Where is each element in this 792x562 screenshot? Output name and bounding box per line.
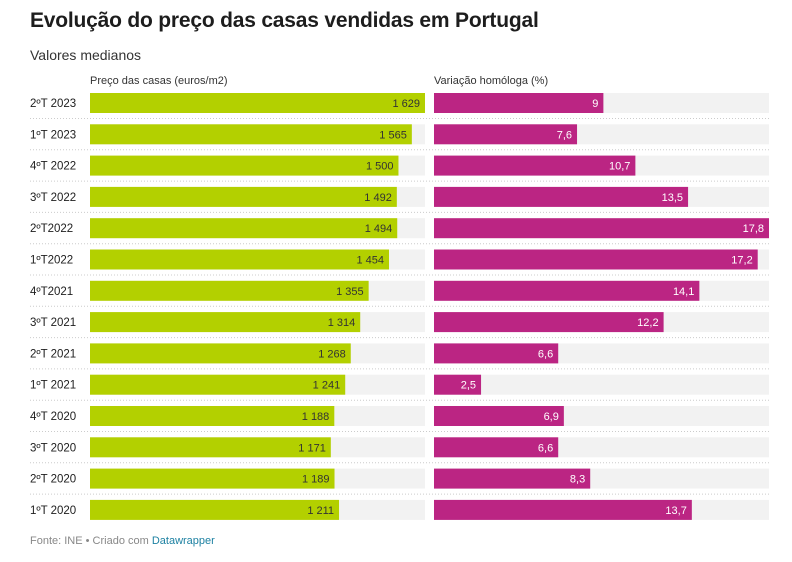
category-label: 3ºT 2021 bbox=[30, 317, 76, 329]
variation-value-label: 14,1 bbox=[673, 286, 694, 298]
variation-value-label: 2,5 bbox=[461, 380, 476, 392]
variation-value-label: 13,5 bbox=[662, 192, 683, 204]
chart-row: 3ºT 2022 1 492 13,5 bbox=[30, 186, 770, 213]
category-label: 1ºT2022 bbox=[30, 255, 73, 267]
variation-bar bbox=[434, 93, 604, 113]
category-label: 1ºT 2021 bbox=[30, 380, 76, 392]
price-value-label: 1 171 bbox=[298, 442, 326, 454]
variation-value-label: 10,7 bbox=[609, 161, 630, 173]
variation-value-label: 6,9 bbox=[544, 411, 559, 423]
price-bar bbox=[90, 374, 346, 395]
variation-bar bbox=[434, 249, 758, 270]
variation-bar bbox=[434, 468, 591, 489]
chart-row: 4ºT 2020 1 188 6,9 bbox=[30, 406, 770, 432]
price-bar bbox=[90, 249, 390, 270]
variation-series-header: Variação homóloga (%) bbox=[434, 75, 548, 87]
category-label: 2ºT 2023 bbox=[30, 98, 76, 110]
price-bar bbox=[90, 312, 361, 333]
chart-row: 2ºT 2023 1 629 9 bbox=[30, 93, 770, 119]
price-series-header: Preço das casas (euros/m2) bbox=[90, 75, 228, 87]
chart-row: 1ºT2022 1 454 17,2 bbox=[30, 249, 770, 276]
category-label: 1ºT 2020 bbox=[30, 505, 76, 517]
variation-bar bbox=[434, 186, 689, 207]
price-value-label: 1 355 bbox=[336, 286, 364, 298]
category-label: 4ºT 2022 bbox=[30, 161, 76, 173]
category-label: 2ºT 2020 bbox=[30, 474, 76, 486]
source-note: Fonte: INE • Criado com bbox=[30, 535, 152, 547]
chart-row: 2ºT2022 1 494 17,8 bbox=[30, 218, 770, 245]
chart-row: 3ºT 2020 1 171 6,6 bbox=[30, 437, 770, 464]
variation-bar bbox=[434, 406, 564, 426]
price-bar bbox=[90, 186, 397, 207]
price-bar bbox=[90, 155, 399, 176]
price-value-label: 1 188 bbox=[302, 411, 330, 423]
price-value-label: 1 189 bbox=[302, 474, 330, 486]
category-label: 1ºT 2023 bbox=[30, 129, 76, 141]
price-bar bbox=[90, 437, 331, 458]
chart-row: 3ºT 2021 1 314 12,2 bbox=[30, 312, 770, 339]
category-label: 4ºT 2020 bbox=[30, 411, 76, 423]
chart-footer: Fonte: INE • Criado com Datawrapper bbox=[30, 535, 215, 547]
price-value-label: 1 454 bbox=[356, 255, 384, 267]
chart-row: 1ºT 2021 1 241 2,5 bbox=[30, 374, 770, 401]
chart-row: 4ºT 2022 1 500 10,7 bbox=[30, 155, 770, 182]
price-bar bbox=[90, 499, 340, 520]
chart-row: 1ºT 2020 1 211 13,7 bbox=[30, 499, 769, 520]
price-value-label: 1 500 bbox=[366, 161, 394, 173]
variation-bar bbox=[434, 343, 559, 364]
datawrapper-link[interactable]: Datawrapper bbox=[151, 535, 215, 547]
price-value-label: 1 629 bbox=[392, 98, 420, 110]
variation-bar bbox=[434, 499, 692, 520]
variation-value-label: 12,2 bbox=[637, 317, 658, 329]
chart-row: 2ºT 2021 1 268 6,6 bbox=[30, 343, 770, 370]
variation-value-label: 6,6 bbox=[538, 442, 553, 454]
category-label: 2ºT2022 bbox=[30, 223, 73, 235]
price-bar bbox=[90, 280, 369, 301]
chart-subtitle: Valores medianos bbox=[30, 47, 142, 63]
price-value-label: 1 241 bbox=[313, 380, 341, 392]
price-value-label: 1 268 bbox=[318, 348, 346, 360]
price-bar bbox=[90, 124, 412, 145]
price-value-label: 1 565 bbox=[379, 129, 407, 141]
chart-rows: 2ºT 2023 1 629 9 1ºT 2023 1 565 7,6 4ºT 2022 1 … bbox=[30, 93, 770, 520]
variation-value-label: 17,2 bbox=[731, 255, 752, 267]
price-bar bbox=[90, 468, 335, 489]
price-bar bbox=[90, 343, 351, 364]
price-bar bbox=[90, 93, 425, 113]
variation-bar bbox=[434, 437, 559, 458]
category-label: 4ºT2021 bbox=[30, 286, 73, 298]
variation-value-label: 6,6 bbox=[538, 348, 553, 360]
price-value-label: 1 211 bbox=[307, 505, 334, 517]
variation-bar bbox=[434, 124, 578, 145]
variation-bar bbox=[434, 155, 636, 176]
price-value-label: 1 494 bbox=[365, 223, 393, 235]
category-label: 2ºT 2021 bbox=[30, 348, 76, 360]
variation-value-label: 13,7 bbox=[665, 505, 686, 517]
category-label: 3ºT 2020 bbox=[30, 442, 76, 454]
price-value-label: 1 314 bbox=[328, 317, 356, 329]
variation-value-label: 8,3 bbox=[570, 474, 585, 486]
price-bar bbox=[90, 406, 335, 426]
variation-value-label: 17,8 bbox=[743, 223, 764, 235]
price-bar bbox=[90, 218, 398, 239]
variation-bar bbox=[434, 374, 482, 395]
variation-track bbox=[434, 374, 769, 395]
variation-bar bbox=[434, 218, 769, 239]
variation-value-label: 9 bbox=[592, 98, 598, 110]
variation-bar bbox=[434, 312, 664, 333]
chart-row: 1ºT 2023 1 565 7,6 bbox=[30, 124, 770, 151]
variation-value-label: 7,6 bbox=[557, 129, 572, 141]
chart-title: Evolução do preço das casas vendidas em … bbox=[30, 9, 539, 32]
chart-row: 4ºT2021 1 355 14,1 bbox=[30, 280, 770, 307]
chart-row: 2ºT 2020 1 189 8,3 bbox=[30, 468, 770, 495]
price-value-label: 1 492 bbox=[364, 192, 392, 204]
category-label: 3ºT 2022 bbox=[30, 192, 76, 204]
variation-bar bbox=[434, 280, 700, 301]
